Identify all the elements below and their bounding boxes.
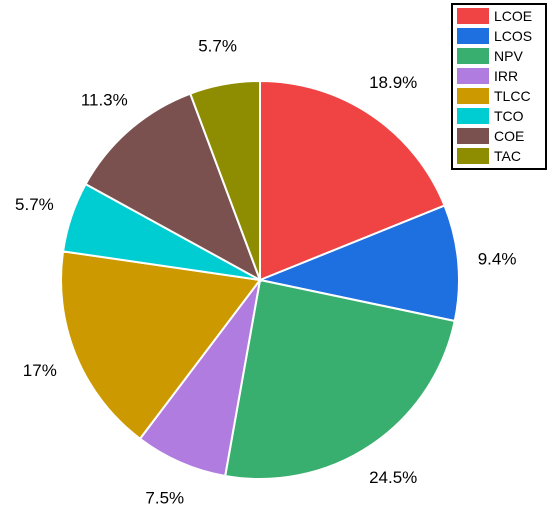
pie-slice-lcos: [256, 204, 460, 323]
pie-label-lcos: 9.4%: [478, 250, 517, 269]
legend-label-tlcc: TLCC: [494, 88, 531, 104]
legend-label-lcos: LCOS: [494, 28, 532, 44]
legend-label-tco: TCO: [494, 108, 524, 124]
pie-slice-tac: [188, 79, 261, 281]
legend-swatch-irr: [457, 68, 489, 84]
legend-swatch-tlcc: [457, 88, 489, 104]
legend-label-npv: NPV: [494, 48, 523, 64]
pie-label-npv: 24.5%: [369, 468, 417, 487]
legend-swatch-coe: [457, 128, 489, 144]
pie-label-tco: 5.7%: [15, 195, 54, 214]
pie-slice-lcoe: [259, 79, 446, 282]
legend-label-tac: TAC: [494, 148, 521, 164]
legend-swatch-lcoe: [457, 8, 489, 24]
pie-slice-coe: [84, 92, 262, 283]
pie-slice-tlcc: [60, 250, 262, 441]
pie-label-tac: 5.7%: [198, 36, 237, 55]
legend-swatch-tac: [457, 148, 489, 164]
legend-swatch-lcos: [457, 28, 489, 44]
legend: LCOE LCOS NPV IRR TLCC TCO COE TAC: [451, 3, 547, 170]
pie-label-tlcc: 17%: [23, 361, 57, 380]
pie-slice-npv: [224, 278, 456, 480]
pie-label-lcoe: 18.9%: [369, 73, 417, 92]
pie-label-irr: 7.5%: [145, 489, 184, 506]
pie-percent-labels: 18.9% 9.4% 24.5% 7.5% 17% 5.7% 11.3% 5.7%: [15, 36, 516, 506]
legend-label-lcoe: LCOE: [494, 8, 532, 24]
legend-label-coe: COE: [494, 128, 524, 144]
legend-label-irr: IRR: [494, 68, 518, 84]
pie-slices: [60, 79, 460, 480]
pie-label-coe: 11.3%: [81, 91, 128, 110]
legend-swatch-npv: [457, 48, 489, 64]
legend-swatch-tco: [457, 108, 489, 124]
